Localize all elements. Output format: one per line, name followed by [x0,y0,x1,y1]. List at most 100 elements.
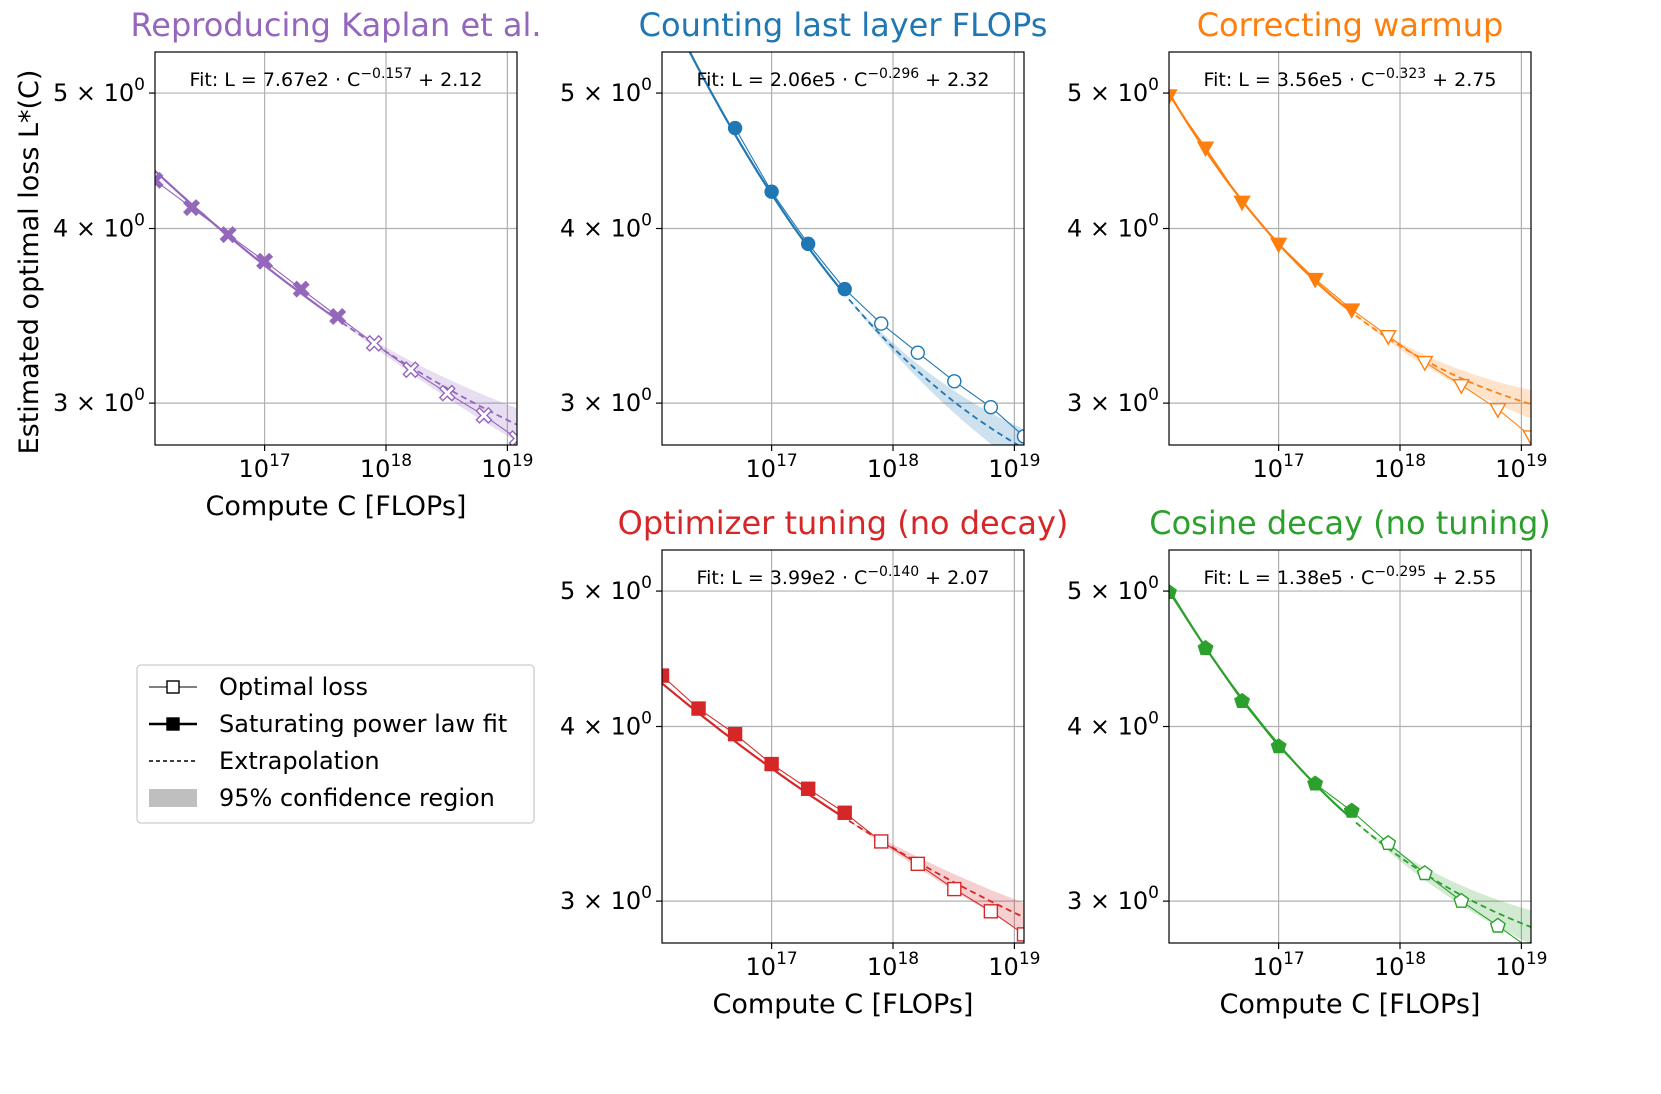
optimal-loss-point [402,361,420,379]
optimal-loss-line [734,127,1024,437]
fit-point [1197,639,1214,656]
optimal-loss-point [1416,355,1434,372]
optimal-loss-point [874,834,889,849]
y-tick-label: 3 × 100 [53,385,145,417]
x-axis-label: Compute C [FLOPs] [206,491,467,522]
fit-point [800,236,816,252]
x-tick-label: 1019 [1495,451,1547,483]
panel-tuning: 1017 1018 1019 3 × 100 4 × 100 5 × 100 Optimiz… [560,504,1068,1020]
legend-band [149,789,197,807]
fit-point [183,199,200,217]
confidence-band [1351,818,1531,943]
fit-point [1306,272,1324,289]
y-tick-label: 3 × 100 [560,883,652,915]
fit-annotation: Fit: L = 3.99e2 · C−0.140 + 2.07 [697,564,990,589]
extrapolation-line [1355,821,1531,928]
fit-point [727,120,743,136]
legend-marker-open [166,680,180,694]
fit-annotation: Fit: L = 7.67e2 · C−0.157 + 2.12 [190,66,483,91]
fit-point [1270,738,1287,754]
optimal-loss-point [947,881,962,897]
fit-point [764,756,779,772]
y-tick-label: 3 × 100 [560,385,652,417]
optimal-loss-point [1416,865,1433,881]
fit-point [837,281,852,297]
x-tick-label: 1018 [867,949,919,981]
optimal-loss-point [1452,378,1471,395]
axes-frame [154,51,518,446]
x-tick-label: 1018 [867,451,919,483]
fit-line [1169,589,1351,819]
y-tick-label: 5 × 100 [1067,573,1159,605]
optimal-loss-point [983,904,999,919]
y-tick-label: 4 × 100 [53,211,145,243]
fit-point [727,726,743,742]
fit-point [1343,303,1361,319]
x-tick-label: 1018 [360,451,412,483]
fit-line [688,52,844,293]
fit-point [837,805,852,820]
x-tick-label: 1019 [481,451,533,483]
y-tick-label: 3 × 100 [1067,883,1159,915]
chart-title: Correcting warmup [1197,6,1504,44]
legend-label: Saturating power law fit [219,710,507,738]
x-tick-label: 1017 [239,451,291,483]
x-axis-label: Compute C [FLOPs] [713,989,974,1020]
legend-box [136,664,535,824]
grid [155,52,517,445]
y-tick-label: 4 × 100 [560,709,652,741]
optimal-loss-point [1489,917,1506,933]
panel-cosine: 1017 1018 1019 3 × 100 4 × 100 5 × 100 Cosine … [1067,504,1551,1020]
optimal-loss-point [947,374,962,389]
axes-frame [1168,51,1532,446]
x-axis-label: Compute C [FLOPs] [1220,989,1481,1020]
y-tick-label: 5 × 100 [53,75,145,107]
panel-warmup: 1017 1018 1019 3 × 100 4 × 100 5 × 100 Correct… [1067,6,1547,483]
x-tick-label: 1019 [1495,949,1547,981]
optimal-loss-point [475,406,493,424]
legend-marker-filled [166,717,180,731]
y-axis-label: Estimated optimal loss L*(C) [14,70,45,455]
x-tick-label: 1017 [1253,949,1305,981]
fit-point [1234,692,1251,708]
x-tick-label: 1018 [1374,451,1426,483]
optimal-loss-point [1016,927,1024,942]
fit-point [1307,775,1324,791]
fit-point [155,171,164,189]
optimal-loss-point [910,345,925,360]
chart-title: Counting last layer FLOPs [639,6,1048,44]
x-tick-label: 1019 [988,451,1040,483]
y-tick-label: 5 × 100 [1067,75,1159,107]
x-tick-label: 1017 [746,451,798,483]
fit-point [256,252,274,270]
legend-item: Extrapolation [149,747,380,775]
grid [662,550,1024,943]
panel-kaplan: 1017 1018 1019 3 × 100 4 × 100 5 × 100 Reprodu… [53,6,542,522]
x-tick-label: 1017 [746,949,798,981]
confidence-band [1351,312,1531,419]
grid [662,52,1024,445]
axes-frame [1168,549,1532,944]
legend-label: Extrapolation [219,747,380,775]
legend-label: 95% confidence region [219,784,495,812]
fit-point [800,781,816,796]
fit-line [1169,92,1351,312]
fit-annotation: Fit: L = 3.56e5 · C−0.323 + 2.75 [1204,66,1497,91]
axes-frame [661,549,1025,944]
fit-point [1196,141,1215,158]
legend: Optimal loss Saturating power law fit Extr… [136,664,535,824]
fit-point [1343,802,1360,818]
fit-point [1169,583,1177,599]
legend-item: 95% confidence region [149,784,495,812]
chart-title: Optimizer tuning (no decay) [618,504,1069,542]
optimal-loss-point [365,334,383,352]
axes-frame [661,51,1025,446]
fit-point [329,308,347,325]
y-tick-label: 5 × 100 [560,573,652,605]
fit-annotation: Fit: L = 1.38e5 · C−0.295 + 2.55 [1204,564,1497,589]
grid [1169,550,1531,943]
x-tick-label: 1019 [988,949,1040,981]
x-tick-label: 1017 [1253,451,1305,483]
optimal-loss-point [1522,430,1531,445]
optimal-loss-point [1453,892,1470,908]
